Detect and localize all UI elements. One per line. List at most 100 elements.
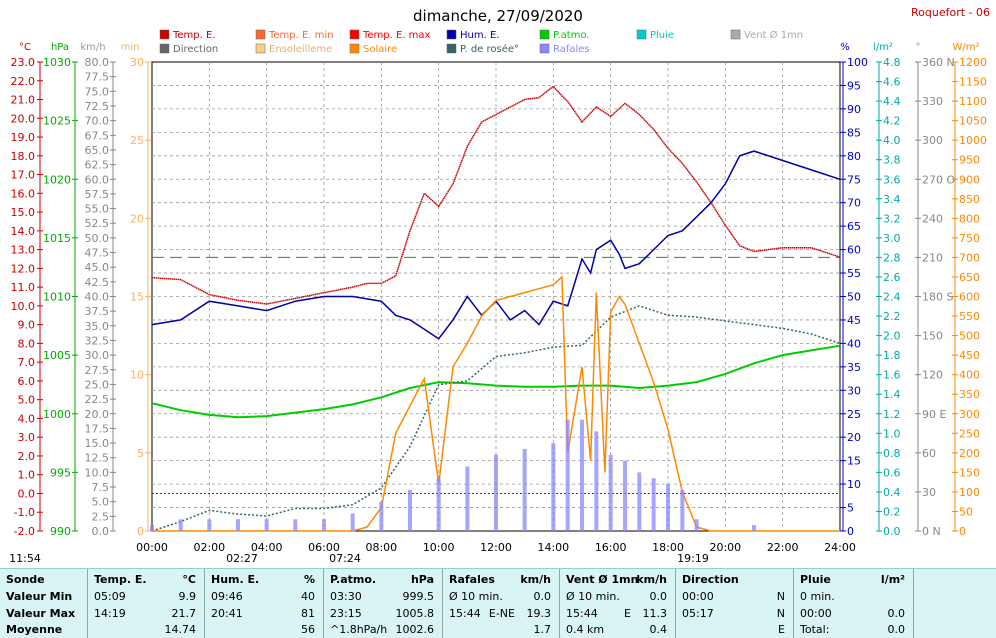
sun-time-label: 11:54	[9, 552, 41, 565]
tick-label: 17.0	[11, 169, 36, 182]
tick-label: 2.4	[883, 291, 901, 304]
tick-label: 95	[847, 79, 861, 92]
time-value: Total:	[800, 623, 830, 636]
tick-label: 18.0	[11, 150, 36, 163]
tick-label: 30.0	[85, 349, 110, 362]
stat-value: 19.3	[526, 607, 552, 620]
tick-label: 180 S	[922, 291, 953, 304]
gust-bar	[150, 525, 154, 531]
stat-value: N	[776, 607, 785, 620]
tick-label: 70	[847, 197, 861, 210]
row-label: Valeur Max	[6, 607, 76, 620]
tick-label: 25.0	[85, 378, 110, 391]
stat-value: N	[776, 590, 785, 603]
time-value: Ø 10 min.	[449, 590, 503, 603]
tick-label: 21.0	[11, 94, 36, 107]
tick-label: 330	[922, 95, 943, 108]
tick-label: 240	[922, 212, 943, 225]
tick-label: 3.0	[18, 431, 36, 444]
stat-value: 21.7	[171, 607, 197, 620]
tick-label: 750	[959, 232, 980, 245]
stat-value: E	[778, 623, 785, 636]
tick-label: 45	[847, 314, 861, 327]
tick-label: 1000	[43, 408, 71, 421]
tick-label: 45.0	[85, 261, 110, 274]
tick-label: 22.0	[11, 75, 36, 88]
legend-label: Solaire	[363, 44, 397, 55]
tick-label: 72.5	[85, 100, 110, 113]
tick-label: 8.0	[18, 337, 36, 350]
time-tick-label: 04:00	[251, 541, 283, 554]
tick-label: 1.8	[883, 349, 901, 362]
gust-bar	[322, 519, 326, 531]
tick-label: 1.0	[18, 469, 36, 482]
tick-label: 15.0	[85, 437, 110, 450]
series-line	[151, 150, 841, 340]
unit-label: %	[840, 42, 850, 53]
gust-bar	[608, 454, 613, 531]
stat-value: 1.7	[533, 623, 552, 636]
series-line	[152, 275, 840, 532]
tick-label: 900	[959, 173, 980, 186]
time-value: 03:30	[330, 590, 362, 603]
tick-label: 16.0	[11, 187, 36, 200]
legend-swatch	[730, 29, 741, 40]
tick-label: 4.4	[883, 95, 901, 108]
tick-label: 55	[847, 267, 861, 280]
tick-label: 350	[959, 388, 980, 401]
column-title: Vent Ø 1mn	[566, 573, 639, 586]
tick-label: 0.0	[18, 487, 36, 500]
gust-bar	[436, 478, 441, 531]
table-column: Rafales km/h Ø 10 min. 15:44 E-NE 0.0 19.3 1.7	[443, 569, 560, 638]
sun-time-label: 07:24	[329, 552, 361, 565]
tick-label: 550	[959, 310, 980, 323]
tick-label: 25	[130, 134, 144, 147]
tick-label: 90 E	[922, 408, 946, 421]
tick-label: 13.0	[11, 244, 36, 257]
tick-label: 60.0	[85, 173, 110, 186]
time-value: 0.4 km	[566, 623, 605, 636]
sun-time-label: 19:19	[677, 552, 709, 565]
tick-label: 3.4	[883, 193, 901, 206]
tick-label: 35	[847, 361, 861, 374]
chart-title: dimanche, 27/09/2020	[413, 7, 583, 25]
gust-bar	[465, 466, 470, 531]
legend-swatch	[349, 43, 360, 54]
tick-label: 14.0	[11, 225, 36, 238]
time-value: ^1.8hPa/h	[330, 623, 388, 636]
tick-label: 9.0	[18, 319, 36, 332]
tick-label: 17.5	[85, 422, 110, 435]
tick-label: 700	[959, 251, 980, 264]
tick-label: 80	[847, 150, 861, 163]
tick-label: 20.0	[85, 408, 110, 421]
time-value: 00:00	[682, 590, 714, 603]
tick-label: 3.2	[883, 212, 901, 225]
gust-bar	[651, 478, 656, 531]
tick-label: 37.5	[85, 305, 110, 318]
tick-label: 800	[959, 212, 980, 225]
tick-label: 5.0	[18, 394, 36, 407]
time-value: 00:00	[800, 607, 832, 620]
tick-label: 90	[847, 103, 861, 116]
tick-label: 62.5	[85, 159, 110, 172]
tick-label: 150	[959, 466, 980, 479]
tick-label: 100	[959, 486, 980, 499]
tick-label: 52.5	[85, 217, 110, 230]
tick-label: 7.5	[92, 481, 110, 494]
tick-label: 4.6	[883, 76, 901, 89]
tick-label: 47.5	[85, 247, 110, 260]
legend-swatch	[255, 43, 266, 54]
legend-swatch	[539, 29, 550, 40]
stat-value: 9.9	[178, 590, 197, 603]
tick-label: 210	[922, 251, 943, 264]
tick-label: 27.5	[85, 364, 110, 377]
stat-value: 40	[301, 590, 315, 603]
tick-label: 3.8	[883, 154, 901, 167]
table-column: Hum. E.% 09:46 20:41 40 81 56	[205, 569, 324, 638]
gust-bar	[494, 454, 498, 531]
tick-label: 500	[959, 330, 980, 343]
gust-bar	[293, 519, 298, 531]
tick-label: 3.0	[883, 232, 901, 245]
direction-value: E	[624, 607, 631, 620]
tick-label: 30	[847, 384, 861, 397]
